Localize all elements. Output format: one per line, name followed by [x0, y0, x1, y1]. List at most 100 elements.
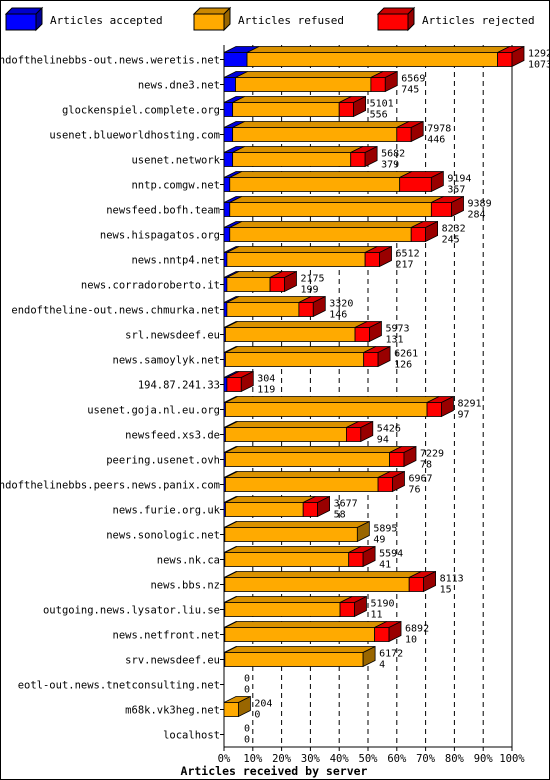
bar-segment — [224, 577, 410, 592]
bar-segment — [223, 377, 228, 392]
category-label: srl.newsdeef.eu — [125, 330, 220, 342]
bar-segment-top — [224, 621, 387, 628]
refused-label: 0 — [244, 685, 250, 696]
bar-segment — [348, 552, 364, 567]
received-label: 204 — [254, 699, 272, 710]
refused-label: 446 — [427, 135, 445, 146]
bar-segment-top — [232, 121, 409, 128]
bar-segment — [396, 127, 412, 142]
refused-label: 58 — [334, 510, 346, 521]
x-tick-label: 0% — [218, 753, 231, 765]
bar-segment — [223, 102, 234, 117]
bar-segment — [302, 502, 319, 517]
refused-label: 4 — [379, 660, 385, 671]
bar-segment — [339, 602, 355, 617]
bar-segment-top — [225, 346, 376, 353]
refused-label: 0 — [254, 710, 260, 721]
bar-segment — [229, 177, 401, 192]
bar-segment — [224, 627, 376, 642]
bar-side — [425, 220, 439, 243]
x-tick-label: 70% — [416, 753, 436, 765]
received-label: 5895 — [373, 524, 397, 535]
bar-segment — [354, 327, 370, 342]
bar-side — [362, 645, 376, 668]
bar-side — [354, 595, 367, 618]
refused-label: 94 — [377, 435, 389, 446]
received-label: 5594 — [379, 549, 403, 560]
bar-segment — [232, 127, 398, 142]
legend-swatch — [193, 13, 225, 31]
bar-segment — [408, 577, 424, 592]
bar-side — [312, 295, 326, 318]
bar-side — [410, 120, 424, 143]
bar-segment — [223, 177, 231, 192]
category-label: news.nk.ca — [157, 555, 220, 567]
category-label: 194.87.241.33 — [138, 380, 220, 392]
bar-segment — [269, 277, 285, 292]
received-label: 6512 — [396, 249, 420, 260]
bar-segment — [225, 402, 428, 417]
legend-swatch-side — [223, 6, 231, 32]
refused-label: 357 — [447, 185, 465, 196]
bar-segment-top — [229, 221, 424, 228]
refused-label: 245 — [442, 235, 460, 246]
refused-label: 119 — [257, 385, 275, 396]
bar-segment — [223, 152, 234, 167]
category-label: peering.usenet.ovh — [106, 455, 220, 467]
received-label: 9194 — [447, 174, 471, 185]
legend-swatch-side — [35, 6, 43, 32]
refused-label: 745 — [401, 85, 419, 96]
received-label: 8232 — [442, 224, 466, 235]
bar-segment-top — [225, 471, 391, 478]
bar-side — [362, 545, 376, 568]
category-label: usenet.goja.nl.eu.org — [87, 405, 220, 417]
category-label: usenet.network — [131, 155, 220, 167]
refused-label: 97 — [457, 410, 469, 421]
bar-segment-top — [226, 246, 378, 253]
refused-label: 199 — [300, 285, 318, 296]
refused-label: 284 — [468, 210, 486, 221]
bar-segment — [246, 52, 498, 67]
bar-segment-top — [229, 196, 444, 203]
category-label: nntp.comgw.net — [131, 180, 220, 192]
category-label: news.corradoroberto.it — [81, 280, 220, 292]
x-tick-label: 10% — [243, 753, 263, 765]
bar-segment — [410, 227, 427, 242]
bar-segment — [232, 152, 352, 167]
bar-side — [364, 145, 378, 168]
received-label: 9389 — [468, 199, 492, 210]
bar-side — [403, 445, 417, 468]
bar-side — [441, 395, 454, 418]
bar-segment — [223, 277, 228, 292]
received-label: 8113 — [440, 574, 464, 585]
bar-side — [377, 345, 391, 368]
x-tick-label: 40% — [330, 753, 350, 765]
received-label: 6261 — [394, 349, 418, 360]
bar-segment — [430, 202, 452, 217]
category-label: eotl-out.news.tnetconsulting.net — [18, 680, 220, 692]
bar-segment — [224, 652, 364, 667]
category-label: news.nntp4.net — [131, 255, 220, 267]
bar-segment-top — [229, 171, 412, 178]
bar-segment — [225, 452, 391, 467]
category-label: news.dne3.net — [138, 80, 220, 92]
bar-segment-top — [224, 596, 353, 603]
bar-segment — [223, 702, 239, 717]
bar-side — [317, 495, 331, 518]
bar-segment-top — [225, 496, 316, 503]
bar-segment — [223, 77, 236, 92]
bar-segment-top — [226, 296, 312, 303]
bar-segment — [298, 302, 314, 317]
category-label: news.sonologic.net — [106, 530, 220, 542]
received-label: 5682 — [381, 149, 405, 160]
bar-segment — [223, 127, 234, 142]
x-tick-label: 80% — [445, 753, 465, 765]
received-label: 5973 — [385, 324, 409, 335]
bar-segment — [226, 252, 366, 267]
bar-segment — [226, 277, 271, 292]
bar-side — [430, 170, 444, 193]
refused-label: 131 — [385, 335, 403, 346]
bar-segment — [497, 52, 513, 67]
refused-label: 78 — [420, 460, 432, 471]
received-label: 7229 — [420, 449, 444, 460]
